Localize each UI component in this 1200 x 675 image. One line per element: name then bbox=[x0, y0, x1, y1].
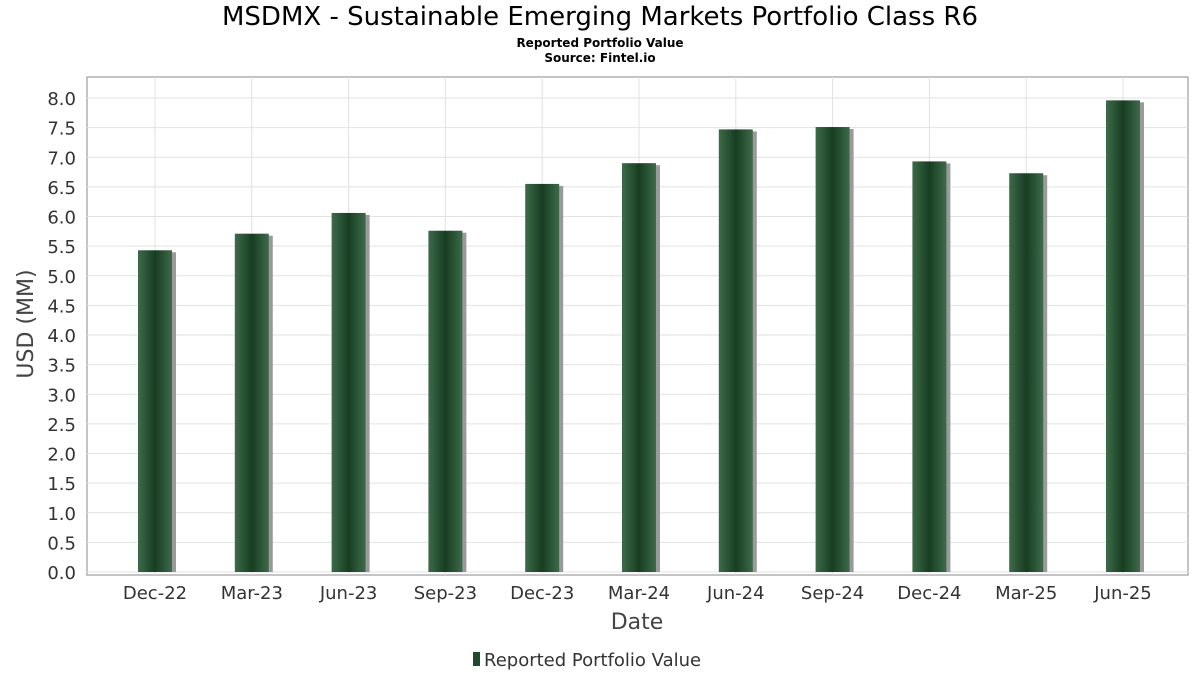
x-tick-label: Dec-24 bbox=[897, 583, 961, 604]
y-tick-label: 3.0 bbox=[47, 385, 76, 406]
bar bbox=[428, 230, 463, 572]
y-tick-label: 2.5 bbox=[47, 415, 76, 436]
x-tick-label: Mar-25 bbox=[995, 583, 1057, 604]
y-tick-label: 7.0 bbox=[47, 148, 76, 169]
bar bbox=[234, 233, 269, 572]
bar bbox=[815, 127, 850, 572]
chart-source-line: Source: Fintel.io bbox=[544, 51, 656, 65]
y-tick-label: 7.5 bbox=[47, 119, 76, 140]
bar bbox=[525, 183, 560, 572]
x-tick-label: Sep-23 bbox=[414, 583, 477, 604]
y-tick-label: 0.5 bbox=[47, 533, 76, 554]
x-tick-labels: Dec-22 Mar-23 Jun-23 Sep-23 Dec-23 Mar-24 Jun-… bbox=[123, 583, 1152, 604]
x-axis-title: Date bbox=[611, 610, 664, 635]
y-tick-label: 6.5 bbox=[47, 178, 76, 199]
x-tick-label: Jun-24 bbox=[706, 583, 765, 604]
bar bbox=[1106, 100, 1140, 573]
x-tick-label: Jun-25 bbox=[1093, 583, 1152, 604]
legend-label: Reported Portfolio Value bbox=[484, 650, 701, 671]
y-tick-label: 6.0 bbox=[47, 208, 76, 229]
y-tick-label: 4.5 bbox=[47, 296, 76, 317]
bar bbox=[138, 250, 172, 572]
y-tick-label: 4.0 bbox=[47, 326, 76, 347]
y-tick-label: 5.5 bbox=[47, 237, 76, 258]
legend-swatch bbox=[473, 652, 480, 666]
x-tick-label: Dec-23 bbox=[510, 583, 574, 604]
x-tick-label: Sep-24 bbox=[801, 583, 864, 604]
y-tick-label: 8.0 bbox=[47, 89, 76, 110]
bar bbox=[912, 161, 947, 572]
bar bbox=[1009, 173, 1044, 572]
y-tick-label: 3.5 bbox=[47, 356, 76, 377]
y-tick-label: 1.0 bbox=[47, 504, 76, 525]
chart-subtitle-line: Reported Portfolio Value bbox=[516, 36, 684, 50]
bar bbox=[718, 129, 753, 572]
y-tick-label: 2.0 bbox=[47, 445, 76, 466]
x-tick-label: Mar-24 bbox=[608, 583, 670, 604]
chart-title: MSDMX - Sustainable Emerging Markets Por… bbox=[221, 2, 979, 32]
y-tick-label: 1.5 bbox=[47, 474, 76, 495]
x-tick-label: Jun-23 bbox=[319, 583, 378, 604]
y-tick-label: 5.0 bbox=[47, 267, 76, 288]
y-axis-title: USD (MM) bbox=[14, 269, 39, 378]
legend: Reported Portfolio Value bbox=[473, 650, 701, 671]
x-tick-label: Dec-22 bbox=[123, 583, 187, 604]
bar bbox=[622, 163, 656, 573]
bar bbox=[331, 212, 366, 572]
y-tick-labels: 0.0 0.5 1.0 1.5 2.0 2.5 3.0 3.5 4.0 4.5 5.0 5.5 6.0 6… bbox=[47, 89, 76, 584]
chart-subtitle: Reported Portfolio Value Source: Fintel.… bbox=[0, 36, 1200, 66]
x-tick-label: Mar-23 bbox=[221, 583, 283, 604]
y-tick-label: 0.0 bbox=[47, 563, 76, 584]
bars bbox=[138, 100, 1144, 573]
